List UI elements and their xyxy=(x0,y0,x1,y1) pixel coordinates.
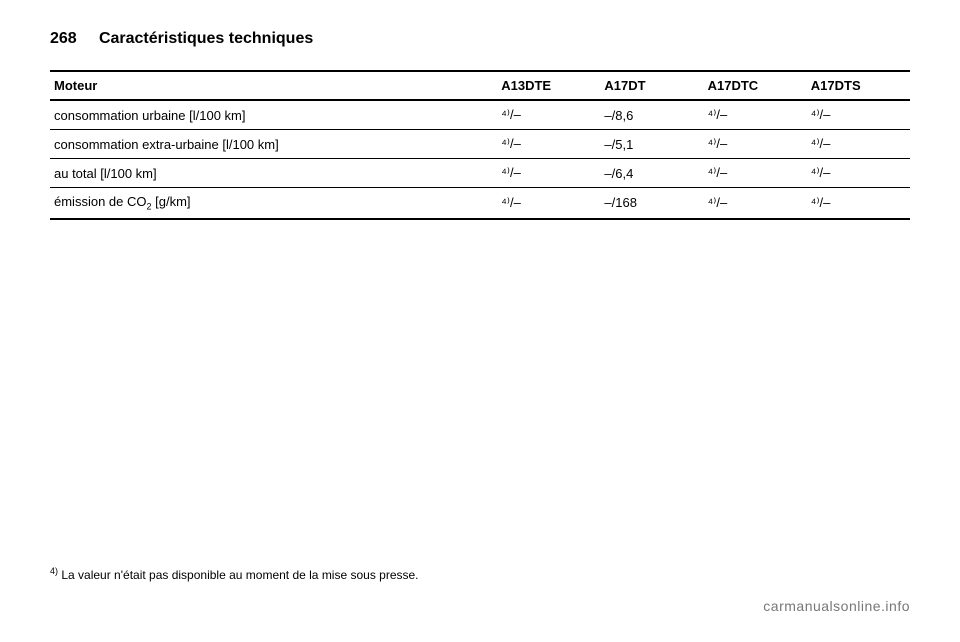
cell: ⁴⁾/– xyxy=(807,188,910,219)
cell: ⁴⁾/– xyxy=(497,188,600,219)
footnote: 4) La valeur n'était pas disponible au m… xyxy=(50,566,419,582)
cell: ⁴⁾/– xyxy=(807,130,910,159)
cell: ⁴⁾/– xyxy=(497,100,600,130)
page-number: 268 xyxy=(50,30,77,47)
row-label-post: [g/km] xyxy=(152,194,191,209)
page-container: 268 Caractéristiques techniques Moteur A… xyxy=(0,0,960,642)
row-label-pre: émission de CO xyxy=(54,194,146,209)
footnote-text: La valeur n'était pas disponible au mome… xyxy=(61,568,418,582)
table-row: émission de CO2 [g/km] ⁴⁾/– –/168 ⁴⁾/– ⁴… xyxy=(50,188,910,219)
table-header-row: Moteur A13DTE A17DT A17DTC A17DTS xyxy=(50,71,910,100)
spec-table: Moteur A13DTE A17DT A17DTC A17DTS consom… xyxy=(50,70,910,220)
cell: ⁴⁾/– xyxy=(497,159,600,188)
cell: –/6,4 xyxy=(600,159,703,188)
col-header-a17dtc: A17DTC xyxy=(704,71,807,100)
cell: ⁴⁾/– xyxy=(497,130,600,159)
col-header-a17dt: A17DT xyxy=(600,71,703,100)
row-label: au total [l/100 km] xyxy=(50,159,497,188)
row-label: émission de CO2 [g/km] xyxy=(50,188,497,219)
cell: –/8,6 xyxy=(600,100,703,130)
row-label: consommation extra-urbaine [l/100 km] xyxy=(50,130,497,159)
col-header-a17dts: A17DTS xyxy=(807,71,910,100)
cell: ⁴⁾/– xyxy=(807,100,910,130)
table-row: consommation urbaine [l/100 km] ⁴⁾/– –/8… xyxy=(50,100,910,130)
cell: –/5,1 xyxy=(600,130,703,159)
cell: ⁴⁾/– xyxy=(704,130,807,159)
col-header-a13dte: A13DTE xyxy=(497,71,600,100)
page-header: 268 Caractéristiques techniques xyxy=(50,30,910,48)
cell: ⁴⁾/– xyxy=(807,159,910,188)
section-title: Caractéristiques techniques xyxy=(99,30,313,47)
cell: ⁴⁾/– xyxy=(704,159,807,188)
table-row: au total [l/100 km] ⁴⁾/– –/6,4 ⁴⁾/– ⁴⁾/– xyxy=(50,159,910,188)
watermark: carmanualsonline.info xyxy=(763,598,910,614)
col-header-moteur: Moteur xyxy=(50,71,497,100)
row-label: consommation urbaine [l/100 km] xyxy=(50,100,497,130)
cell: –/168 xyxy=(600,188,703,219)
footnote-marker: 4) xyxy=(50,566,58,576)
table-row: consommation extra-urbaine [l/100 km] ⁴⁾… xyxy=(50,130,910,159)
cell: ⁴⁾/– xyxy=(704,100,807,130)
cell: ⁴⁾/– xyxy=(704,188,807,219)
